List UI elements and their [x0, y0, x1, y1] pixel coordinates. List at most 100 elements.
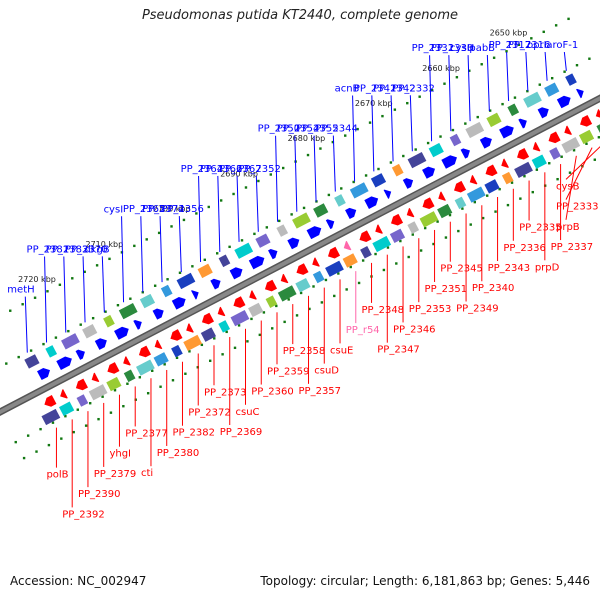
rail-dot — [414, 148, 417, 151]
scale-tick-label: 2660 kbp — [422, 64, 460, 73]
reverse-block — [218, 320, 231, 333]
rail-dot — [262, 311, 266, 314]
rail-dot — [22, 456, 26, 460]
rail-dot — [67, 329, 70, 333]
forward-gene-arrow — [499, 125, 514, 139]
rail-dot — [535, 168, 539, 171]
forward-gene-arrow — [556, 95, 571, 109]
gene-label-dkgb: dkgB — [84, 244, 109, 255]
gene-label-pp_2350: PP_2350 — [258, 124, 301, 135]
reverse-gene-arrow — [107, 362, 120, 374]
reverse-gene-arrow — [485, 164, 498, 177]
rail-dot — [510, 181, 514, 184]
gene-label-acnb: acnB — [335, 83, 360, 94]
forward-gene-arrow — [460, 148, 470, 159]
rail-dot — [104, 310, 107, 313]
forward-gene-arrow — [152, 308, 164, 320]
rail-dot — [145, 238, 148, 241]
gene-label-pp_2364: PP_2364 — [181, 164, 224, 175]
gene-label-pp_2356: PP_2356 — [161, 204, 204, 215]
rail-dot — [14, 440, 17, 444]
scale-tick-label: 2690 kbp — [220, 169, 258, 178]
rail-dot — [519, 197, 522, 200]
gene-label-pp_2348: PP_2348 — [362, 305, 405, 316]
rail-dot — [476, 115, 479, 119]
gene-label-pp_2366: PP_2366 — [200, 164, 243, 175]
scale-tick-label: 2700 kbp — [153, 205, 191, 214]
gene-label-pp_2337: PP_2337 — [551, 242, 594, 253]
gene-label-pp_2347: PP_2347 — [377, 345, 420, 356]
rail-dot — [395, 262, 398, 265]
rail-dot — [331, 140, 335, 144]
gene-label-pp_2341: PP_2341 — [354, 83, 397, 94]
label-connector — [44, 256, 48, 343]
gene-label-pp_2335: PP_2335 — [519, 223, 562, 234]
rail-dot — [340, 187, 343, 190]
rail-dot — [302, 206, 306, 210]
gene-label-pp_2359: PP_2359 — [267, 366, 310, 377]
gene-label-pp_2392: PP_2392 — [62, 509, 105, 520]
reverse-block — [484, 179, 500, 194]
gene-label-pp_2374: PP_2374 — [142, 204, 185, 215]
genome-backbone — [0, 96, 600, 415]
rail-dot — [572, 149, 576, 152]
rail-dot — [257, 179, 260, 183]
gene-label-prpd: prpD — [535, 262, 560, 273]
gene-label-pp_2353: PP_2353 — [409, 304, 452, 315]
rail-dot — [207, 205, 210, 209]
rail-dot — [233, 346, 237, 350]
rail-dot — [213, 337, 216, 340]
forward-gene-arrow — [364, 196, 379, 209]
reverse-block — [295, 278, 311, 293]
rail-dot — [166, 278, 169, 281]
reverse-block — [561, 137, 581, 154]
rail-dot — [170, 225, 173, 228]
rail-dot — [9, 309, 12, 312]
rail-dot — [126, 382, 129, 385]
rail-dot — [163, 363, 166, 366]
rail-dot — [443, 82, 446, 85]
gene-label-meth: metH — [7, 285, 34, 296]
rail-dot — [17, 355, 20, 359]
reverse-block — [230, 310, 250, 327]
rail-dot — [506, 203, 510, 207]
gene-label-pp_2345: PP_2345 — [440, 264, 483, 275]
forward-gene-arrow — [210, 278, 221, 290]
rail-dot — [473, 200, 477, 204]
forward-gene-arrow — [518, 118, 527, 129]
reverse-gene-arrow — [312, 257, 320, 267]
reverse-block — [549, 147, 561, 160]
rail-dot — [563, 70, 566, 73]
label-connector — [352, 95, 356, 182]
rail-dot — [84, 424, 88, 427]
forward-block — [391, 163, 404, 177]
rail-dot — [237, 324, 241, 327]
rail-dot — [151, 369, 154, 372]
rail-dot — [122, 404, 125, 408]
rail-dot — [26, 434, 30, 437]
rail-dot — [494, 210, 497, 213]
rail-dot — [492, 56, 496, 59]
forward-gene-arrow — [422, 166, 436, 179]
rail-dot — [523, 174, 526, 178]
gene-label-pp_2380: PP_2380 — [157, 448, 200, 459]
rail-dot — [33, 296, 37, 299]
rail-dot — [54, 336, 58, 339]
rail-dot — [368, 121, 372, 124]
gene-label-pabb: pabB — [469, 43, 495, 54]
rail-dot — [133, 244, 136, 248]
rail-dot — [221, 353, 224, 356]
forward-gene-arrow — [268, 249, 278, 260]
gene-label-arof-1: aroF-1 — [546, 40, 578, 51]
rail-dot — [141, 291, 144, 294]
gene-label-pp_2383: PP_2383 — [46, 244, 89, 255]
reverse-gene-arrow — [390, 213, 404, 226]
rail-dot — [138, 376, 142, 379]
rail-dot — [513, 96, 517, 99]
rail-dot — [386, 246, 390, 249]
rail-dot — [113, 389, 117, 392]
map-title: Pseudomonas putida KT2440, complete geno… — [141, 8, 459, 23]
reverse-block — [389, 228, 406, 244]
reverse-block — [171, 344, 183, 358]
